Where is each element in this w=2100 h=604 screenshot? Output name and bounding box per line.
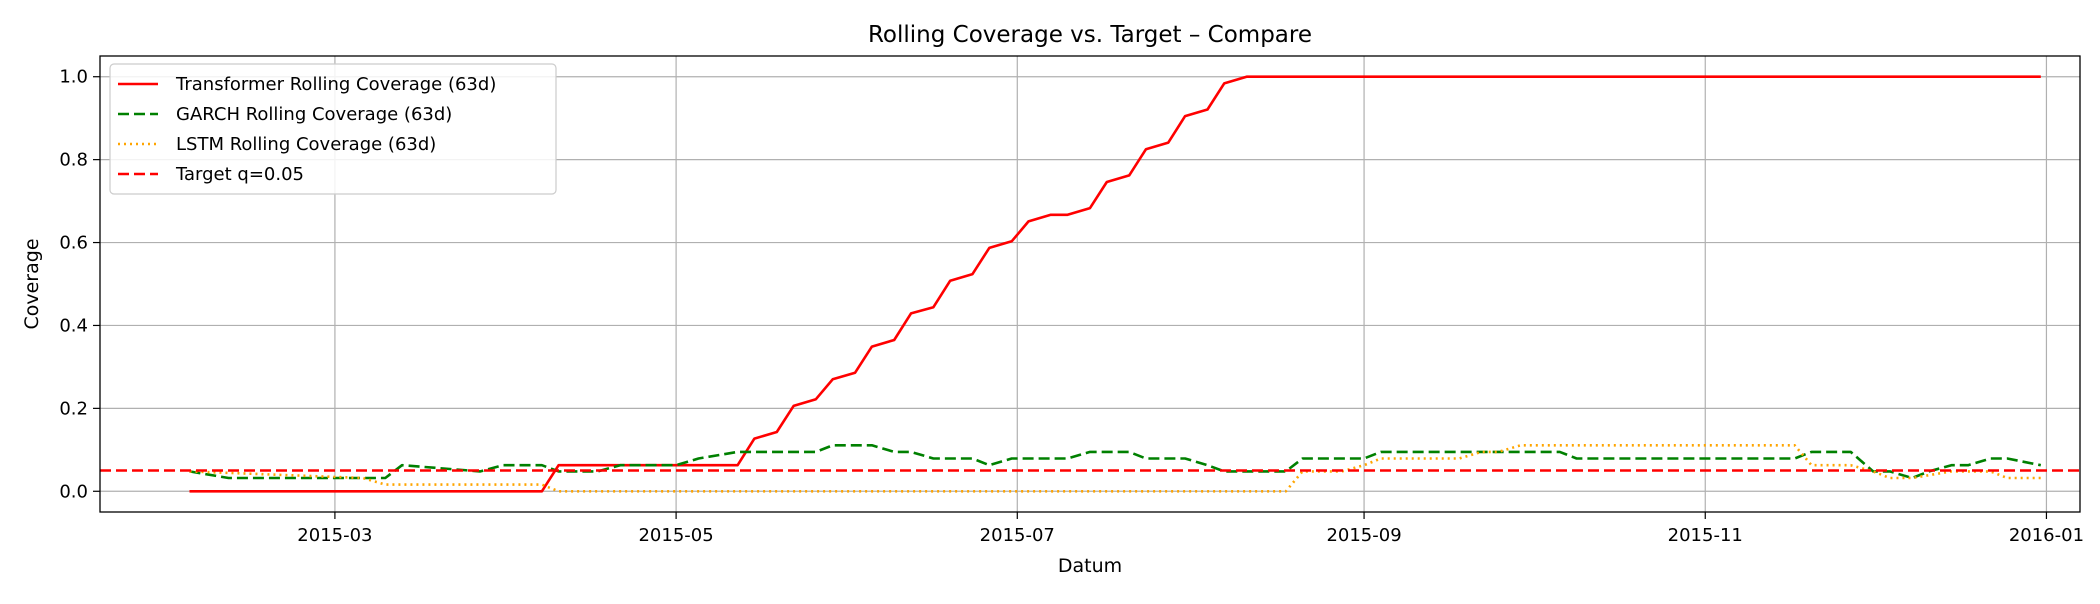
plot-frame — [99, 55, 2081, 513]
y-tick-label: 1.0 — [59, 67, 88, 88]
y-tick-label: 0.0 — [59, 481, 88, 502]
legend-label: GARCH Rolling Coverage (63d) — [176, 104, 452, 125]
ticks-layer: 2015-03 2015-05 2015-07 2015-09 2015-11 2016-… — [59, 67, 2084, 546]
x-tick-label: 2015-07 — [980, 525, 1055, 546]
legend-box — [109, 63, 557, 195]
x-tick-label: 2015-03 — [297, 525, 372, 546]
chart-title: Rolling Coverage vs. Target – Compare — [868, 22, 1312, 48]
series-layer — [100, 75, 2080, 493]
y-tick-label: 0.6 — [59, 233, 88, 254]
y-axis-label: Coverage — [21, 238, 43, 329]
x-axis-label: Datum — [1058, 555, 1122, 577]
legend: Transformer Rolling Coverage (63d) GARCH … — [109, 63, 557, 195]
legend-label: Transformer Rolling Coverage (63d) — [175, 74, 496, 95]
x-tick-label: 2015-05 — [638, 525, 713, 546]
x-tick-label: 2015-09 — [1326, 525, 1401, 546]
x-tick-label: 2016-01 — [2009, 525, 2084, 546]
lstm-coverage-line — [189, 443, 2041, 493]
legend-label: LSTM Rolling Coverage (63d) — [176, 134, 436, 155]
x-tick-label: 2015-11 — [1668, 525, 1743, 546]
y-tick-label: 0.8 — [59, 150, 88, 171]
y-tick-label: 0.2 — [59, 398, 88, 419]
transformer-coverage-line — [189, 75, 2041, 493]
legend-label: Target q=0.05 — [175, 164, 304, 185]
y-tick-label: 0.4 — [59, 315, 88, 336]
